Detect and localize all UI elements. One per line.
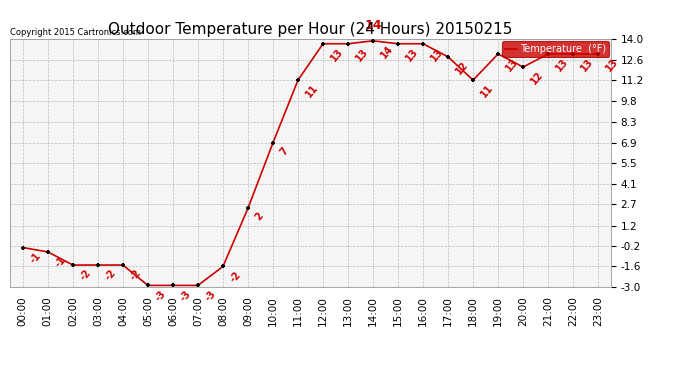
Point	[142, 282, 153, 288]
Text: 13: 13	[504, 57, 520, 74]
Text: 13: 13	[604, 57, 620, 74]
Point	[542, 51, 553, 57]
Point	[268, 140, 279, 146]
Point	[393, 41, 404, 47]
Text: Copyright 2015 Cartronics.com: Copyright 2015 Cartronics.com	[10, 28, 141, 37]
Text: 13: 13	[328, 46, 345, 63]
Text: 7: 7	[279, 146, 290, 157]
Point	[317, 41, 328, 47]
Point	[518, 64, 529, 70]
Point	[417, 41, 428, 47]
Text: -2: -2	[228, 269, 243, 284]
Text: -1: -1	[53, 255, 68, 269]
Text: 13: 13	[404, 46, 420, 63]
Text: 14: 14	[379, 44, 395, 60]
Text: 12: 12	[529, 70, 545, 87]
Title: Outdoor Temperature per Hour (24 Hours) 20150215: Outdoor Temperature per Hour (24 Hours) …	[108, 22, 513, 37]
Text: 13: 13	[353, 46, 370, 63]
Text: 12: 12	[453, 60, 470, 76]
Point	[242, 205, 253, 211]
Legend: Temperature  (°F): Temperature (°F)	[502, 41, 609, 57]
Point	[342, 41, 353, 47]
Point	[593, 51, 604, 57]
Point	[42, 249, 53, 255]
Point	[442, 54, 453, 60]
Point	[168, 282, 179, 288]
Text: -2: -2	[128, 268, 143, 282]
Point	[117, 262, 128, 268]
Text: -1: -1	[28, 251, 43, 265]
Text: 13: 13	[579, 57, 595, 74]
Text: -2: -2	[104, 268, 118, 282]
Text: -3: -3	[204, 288, 218, 303]
Text: 13: 13	[553, 57, 570, 74]
Point	[68, 262, 79, 268]
Point	[193, 282, 204, 288]
Text: -3: -3	[179, 288, 193, 303]
Point	[468, 77, 479, 83]
Text: -2: -2	[79, 268, 93, 282]
Text: -3: -3	[153, 288, 168, 303]
Text: 14: 14	[364, 20, 382, 33]
Point	[368, 38, 379, 44]
Text: 13: 13	[428, 46, 445, 63]
Point	[493, 51, 504, 57]
Point	[293, 77, 304, 83]
Point	[17, 244, 28, 250]
Text: 2: 2	[253, 211, 266, 223]
Point	[568, 51, 579, 57]
Point	[92, 262, 104, 268]
Text: 11: 11	[304, 83, 320, 100]
Point	[217, 264, 228, 270]
Text: 11: 11	[479, 83, 495, 100]
